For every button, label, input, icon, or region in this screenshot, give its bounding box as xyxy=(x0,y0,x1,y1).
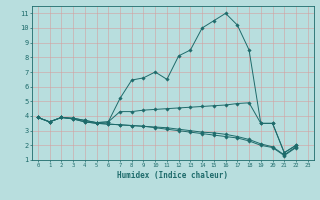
X-axis label: Humidex (Indice chaleur): Humidex (Indice chaleur) xyxy=(117,171,228,180)
